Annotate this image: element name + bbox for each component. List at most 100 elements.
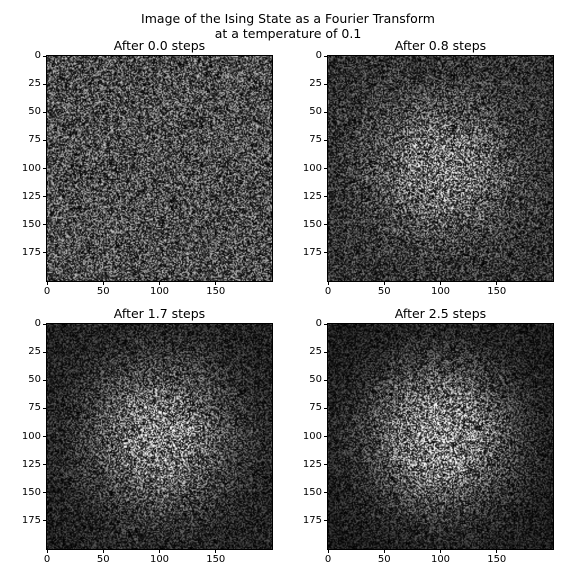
x-tick-mark <box>46 281 48 285</box>
y-tick-label: 125 <box>21 190 41 202</box>
y-tick-label: 0 <box>315 318 322 329</box>
x-tick-label: 0 <box>324 286 332 297</box>
heatmap-image <box>46 55 273 282</box>
y-tick-mark <box>324 252 328 254</box>
y-tick-mark <box>43 379 47 381</box>
y-tick-label: 125 <box>302 190 322 202</box>
y-tick-mark <box>43 196 47 198</box>
heatmap-pixels <box>47 324 272 549</box>
x-tick-label: 50 <box>377 554 391 565</box>
x-tick-mark <box>496 281 498 285</box>
y-tick-mark <box>43 168 47 169</box>
x-tick-mark <box>440 281 441 285</box>
y-tick-mark <box>43 139 47 141</box>
x-tick-label: 100 <box>149 286 170 297</box>
y-tick-label: 175 <box>302 246 322 258</box>
y-tick-mark <box>324 407 328 409</box>
x-tick-label: 150 <box>206 554 226 565</box>
heatmap-image <box>46 323 273 550</box>
heatmap-pixels <box>328 56 553 281</box>
x-tick-mark <box>383 549 385 553</box>
y-tick-label: 150 <box>21 218 41 230</box>
x-tick-mark <box>496 549 498 553</box>
x-tick-mark <box>440 549 441 553</box>
x-tick-mark <box>159 281 160 285</box>
y-tick-label: 75 <box>309 134 322 146</box>
panel-title: After 0.0 steps <box>113 38 206 53</box>
y-tick-label: 150 <box>302 218 322 230</box>
x-tick-label: 50 <box>377 286 391 297</box>
y-tick-label: 50 <box>309 374 322 386</box>
y-tick-label: 125 <box>21 458 41 470</box>
y-tick-mark <box>43 83 47 85</box>
x-tick-mark <box>159 549 160 553</box>
x-tick-mark <box>102 549 104 553</box>
y-tick-mark <box>43 492 47 494</box>
y-tick-label: 75 <box>28 134 41 146</box>
y-tick-mark <box>324 111 328 113</box>
x-tick-label: 0 <box>324 554 332 565</box>
y-tick-label: 75 <box>309 402 322 414</box>
x-tick-label: 100 <box>430 554 451 565</box>
x-tick-mark <box>102 281 104 285</box>
y-tick-label: 25 <box>28 346 41 358</box>
x-tick-mark <box>46 549 48 553</box>
figure-title-line-2: at a temperature of 0.1 <box>214 26 362 41</box>
y-tick-mark <box>43 252 47 254</box>
y-tick-label: 75 <box>28 402 41 414</box>
x-tick-label: 0 <box>43 554 51 565</box>
heatmap-image <box>327 323 554 550</box>
y-tick-label: 50 <box>28 374 41 386</box>
y-tick-mark <box>324 196 328 198</box>
y-tick-label: 150 <box>21 486 41 498</box>
y-tick-label: 0 <box>34 50 41 61</box>
y-tick-label: 125 <box>302 458 322 470</box>
panel-title: After 0.8 steps <box>394 38 487 53</box>
y-tick-label: 175 <box>21 514 41 526</box>
y-tick-mark <box>43 323 47 325</box>
y-tick-mark <box>324 323 328 325</box>
y-tick-mark <box>43 351 47 353</box>
heatmap-pixels <box>47 56 272 281</box>
y-tick-label: 100 <box>21 162 41 174</box>
y-tick-label: 0 <box>315 50 322 61</box>
y-tick-label: 175 <box>302 514 322 526</box>
x-tick-label: 100 <box>430 286 451 297</box>
x-tick-label: 0 <box>43 286 51 297</box>
x-tick-mark <box>215 549 217 553</box>
x-tick-label: 150 <box>206 286 226 297</box>
x-tick-mark <box>327 549 329 553</box>
x-tick-label: 100 <box>149 554 170 565</box>
y-tick-mark <box>43 520 47 522</box>
x-tick-label: 50 <box>96 554 110 565</box>
x-tick-label: 150 <box>487 286 507 297</box>
x-tick-label: 50 <box>96 286 110 297</box>
y-tick-mark <box>43 224 47 226</box>
y-tick-mark <box>324 379 328 381</box>
y-tick-mark <box>324 520 328 522</box>
y-tick-mark <box>324 55 328 57</box>
y-tick-mark <box>43 111 47 113</box>
y-tick-mark <box>324 464 328 466</box>
x-tick-mark <box>327 281 329 285</box>
heatmap-pixels <box>328 324 553 549</box>
y-tick-label: 100 <box>302 162 322 174</box>
y-tick-mark <box>43 407 47 409</box>
y-tick-mark <box>43 464 47 466</box>
figure-title-line-1: Image of the Ising State as a Fourier Tr… <box>141 11 435 26</box>
y-tick-label: 100 <box>21 430 41 442</box>
x-tick-mark <box>215 281 217 285</box>
y-tick-mark <box>324 224 328 226</box>
x-tick-label: 150 <box>487 554 507 565</box>
y-tick-mark <box>43 55 47 57</box>
y-tick-mark <box>324 83 328 85</box>
y-tick-mark <box>324 436 328 437</box>
y-tick-label: 50 <box>309 106 322 118</box>
y-tick-mark <box>43 436 47 437</box>
y-tick-label: 150 <box>302 486 322 498</box>
y-tick-label: 25 <box>309 78 322 90</box>
heatmap-image <box>327 55 554 282</box>
y-tick-label: 0 <box>34 318 41 329</box>
y-tick-label: 100 <box>302 430 322 442</box>
